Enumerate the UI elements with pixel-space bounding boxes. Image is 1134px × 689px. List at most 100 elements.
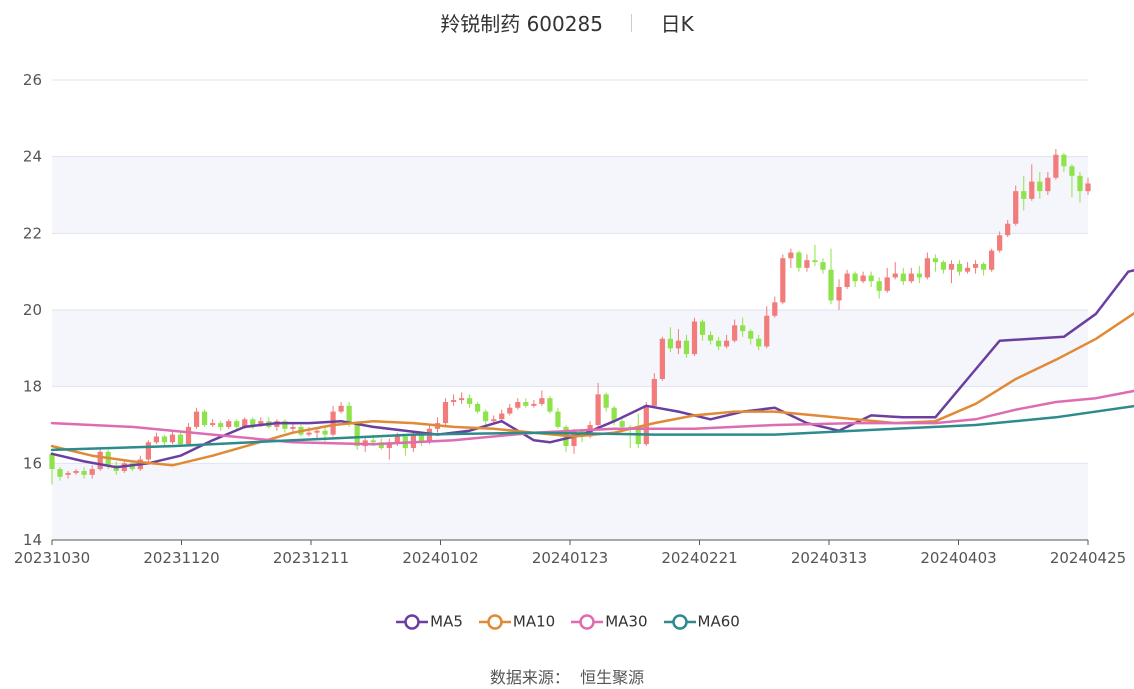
candle-body <box>1085 183 1091 192</box>
plot-band <box>52 156 1088 234</box>
candle-body <box>523 402 529 406</box>
candle-body <box>226 421 232 427</box>
legend-item-ma5[interactable]: MA5 <box>394 612 463 631</box>
candle-body <box>635 428 641 445</box>
candle-body <box>201 411 208 425</box>
legend-marker-icon <box>396 613 429 630</box>
x-tick-label: 20240425 <box>1050 549 1126 567</box>
candle-body <box>1045 177 1051 192</box>
legend-label: MA10 <box>512 612 556 631</box>
candle-body <box>603 394 609 408</box>
candle-body <box>595 394 601 425</box>
candle-body <box>346 405 352 424</box>
candle-body <box>723 340 730 347</box>
candle-body <box>338 405 344 412</box>
title-separator <box>631 13 633 32</box>
ma-line-ma30 <box>50 389 1134 446</box>
candle-body <box>764 315 770 347</box>
x-tick-label: 20231030 <box>14 549 90 567</box>
candle-body <box>322 430 328 435</box>
candle-body <box>659 338 665 379</box>
candle-body <box>804 260 810 268</box>
candle-body <box>997 235 1003 251</box>
candle-body <box>892 273 898 278</box>
candle-body <box>732 325 738 341</box>
candle-body <box>844 273 850 287</box>
legend-item-ma60[interactable]: MA60 <box>662 612 740 631</box>
legend-label: MA30 <box>605 612 648 631</box>
candle-body <box>378 442 384 448</box>
candle-body <box>1069 166 1075 176</box>
candle-body <box>740 325 746 332</box>
candle-body <box>450 400 457 402</box>
candle-body <box>394 436 400 443</box>
candle-body <box>458 398 465 401</box>
candle-body <box>499 413 505 420</box>
candle-body <box>370 440 376 443</box>
candle-body <box>193 411 200 427</box>
candle-body <box>234 421 240 427</box>
plot-band <box>52 463 1088 540</box>
ma-line-ma60 <box>50 404 1134 452</box>
x-tick-label: 20231120 <box>143 549 219 567</box>
candle-body <box>1013 191 1019 224</box>
candle-body <box>145 442 151 460</box>
candle-body <box>756 338 762 347</box>
legend-marker-icon <box>663 613 696 630</box>
candle-body <box>780 258 786 303</box>
candle-body <box>73 471 79 473</box>
candle-body <box>571 430 577 447</box>
candle-body <box>972 264 979 268</box>
legend-marker-icon <box>478 613 511 630</box>
legend-item-ma30[interactable]: MA30 <box>569 612 648 631</box>
candle-body <box>531 403 537 406</box>
legend-item-ma10[interactable]: MA10 <box>477 612 555 631</box>
candle-body <box>707 334 714 341</box>
candle-body <box>812 260 818 263</box>
candle-body <box>772 302 778 316</box>
candle-body <box>210 423 216 425</box>
candle-body <box>948 264 955 270</box>
x-tick-label: 20231211 <box>273 549 349 567</box>
x-tick-label: 20240123 <box>532 549 608 567</box>
legend-label: MA5 <box>430 612 463 631</box>
candle-body <box>467 398 473 404</box>
candle-body <box>386 442 392 448</box>
candle-body <box>65 472 71 475</box>
candle-body <box>1021 191 1027 199</box>
legend-label: MA60 <box>697 612 740 631</box>
candle-body <box>442 402 449 424</box>
candle-body <box>97 451 103 470</box>
x-tick-label: 20240313 <box>791 549 867 567</box>
candle-body <box>1077 175 1083 192</box>
y-tick-label: 22 <box>23 224 42 242</box>
y-tick-label: 26 <box>23 71 42 89</box>
candle-body <box>290 426 296 429</box>
candle-body <box>675 340 682 349</box>
candle-body <box>306 432 312 435</box>
candle-body <box>418 434 425 443</box>
candle-body <box>161 436 168 443</box>
candle-body <box>916 273 922 278</box>
kline-chart: 14 16 18 20 22 24 26 20231030 20231120 20231211 20… <box>14 71 1134 567</box>
candle-body <box>699 321 706 335</box>
candle-body <box>185 426 192 445</box>
candle-body <box>89 469 95 475</box>
candle-body <box>651 379 657 406</box>
candle-body <box>1061 154 1067 167</box>
candle-body <box>258 421 264 425</box>
x-tick-label: 20240403 <box>920 549 996 567</box>
candle-body <box>924 258 930 278</box>
candle-body <box>715 340 722 347</box>
candle-body <box>491 419 497 422</box>
candle-body <box>515 402 521 408</box>
candle-body <box>619 421 625 427</box>
candle-body <box>836 287 842 301</box>
plot-band <box>52 310 1088 387</box>
candle-body <box>860 275 866 282</box>
ma-line-ma10 <box>50 311 1134 467</box>
y-tick-label: 20 <box>23 301 42 319</box>
candle-body <box>884 277 890 291</box>
candle-body <box>820 262 826 270</box>
candle-body <box>748 331 754 339</box>
